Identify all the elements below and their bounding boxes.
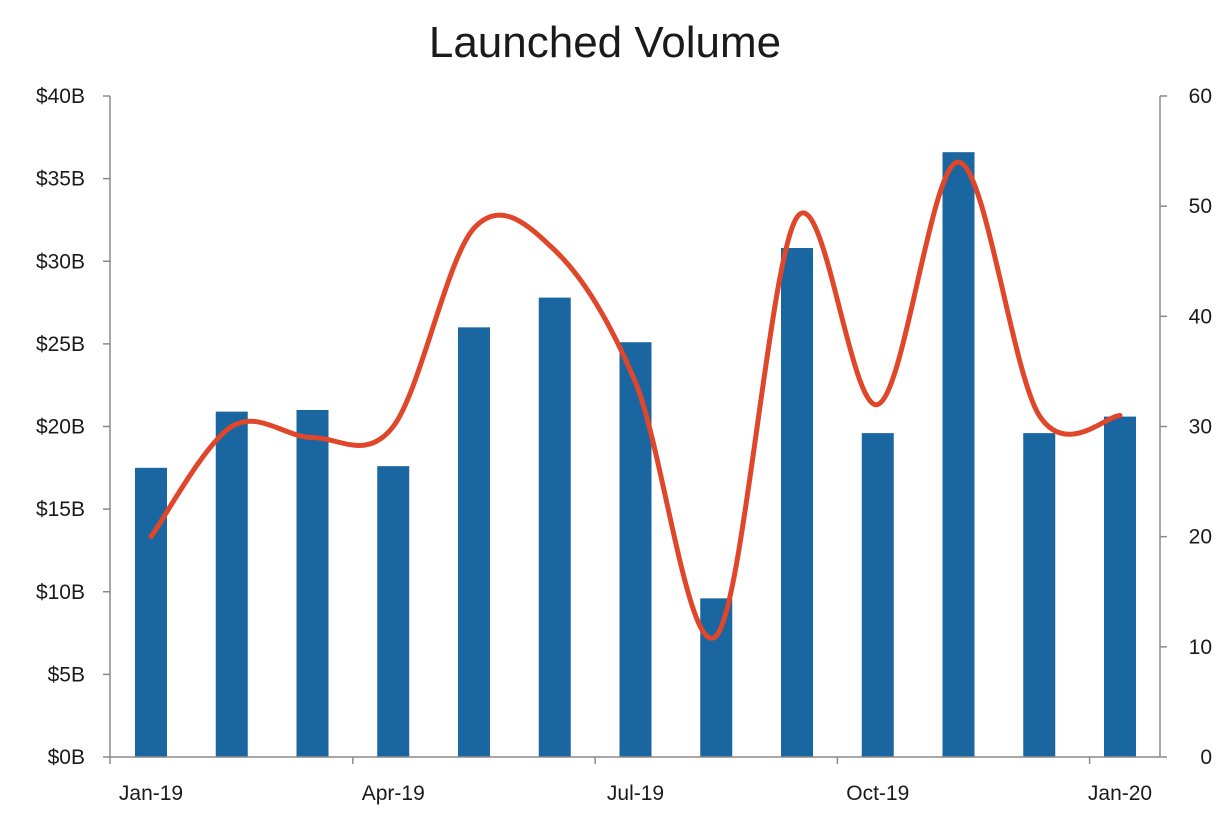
y-right-tick-label: 40 [1189,305,1212,328]
y-left-tick-label: $40B [36,85,85,108]
bar-Nov-19 [942,152,975,757]
y-left-tick-label: $35B [36,168,85,191]
x-tick-label: Jul-19 [607,782,664,805]
y-left-tick-label: $20B [36,416,85,439]
y-right-tick-label: 50 [1189,195,1212,218]
bar-Sep-19 [781,248,813,757]
bar-Jul-19 [619,342,652,757]
bar-Aug-19 [700,598,733,757]
x-tick-label: Oct-19 [846,782,909,805]
y-right-tick-label: 30 [1189,416,1212,439]
y-left-tick-label: $0B [48,746,85,769]
x-tick-label: Jan-20 [1088,782,1152,805]
bar-Oct-19 [861,433,894,757]
y-left-tick-label: $25B [36,333,85,356]
y-right-tick-label: 60 [1189,85,1212,108]
bar-Jun-19 [538,297,571,757]
x-tick-label: Jan-19 [119,782,183,805]
bars-layer [135,152,1136,757]
y-left-tick-label: $30B [36,250,85,273]
bar-Dec-19 [1023,433,1056,757]
y-left-tick-label: $5B [48,663,85,686]
bar-Feb-19 [215,411,248,757]
bar-Mar-19 [296,409,329,757]
bar-May-19 [458,327,490,757]
axes-layer: $0B $5B $10B $15B $20B $25B $30B $35B $40B 0 10 20 3… [36,85,1212,805]
y-right-tick-label: 20 [1189,526,1212,549]
y-right-tick-label: 10 [1189,636,1212,659]
y-left-tick-label: $10B [36,581,85,604]
y-left-tick-label: $15B [36,498,85,521]
bar-Apr-19 [377,466,410,757]
bar-Jan-19 [135,467,167,757]
x-tick-label: Apr-19 [362,782,425,805]
line-series [148,159,1123,641]
line-layer [148,159,1123,641]
chart-title: Launched Volume [428,18,782,67]
bar-Jan-20 [1104,416,1136,757]
y-right-tick-label: 0 [1200,746,1212,769]
